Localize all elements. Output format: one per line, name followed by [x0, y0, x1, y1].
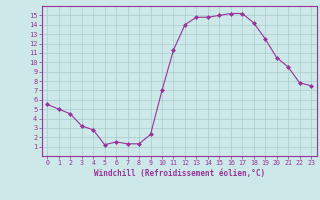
X-axis label: Windchill (Refroidissement éolien,°C): Windchill (Refroidissement éolien,°C): [94, 169, 265, 178]
